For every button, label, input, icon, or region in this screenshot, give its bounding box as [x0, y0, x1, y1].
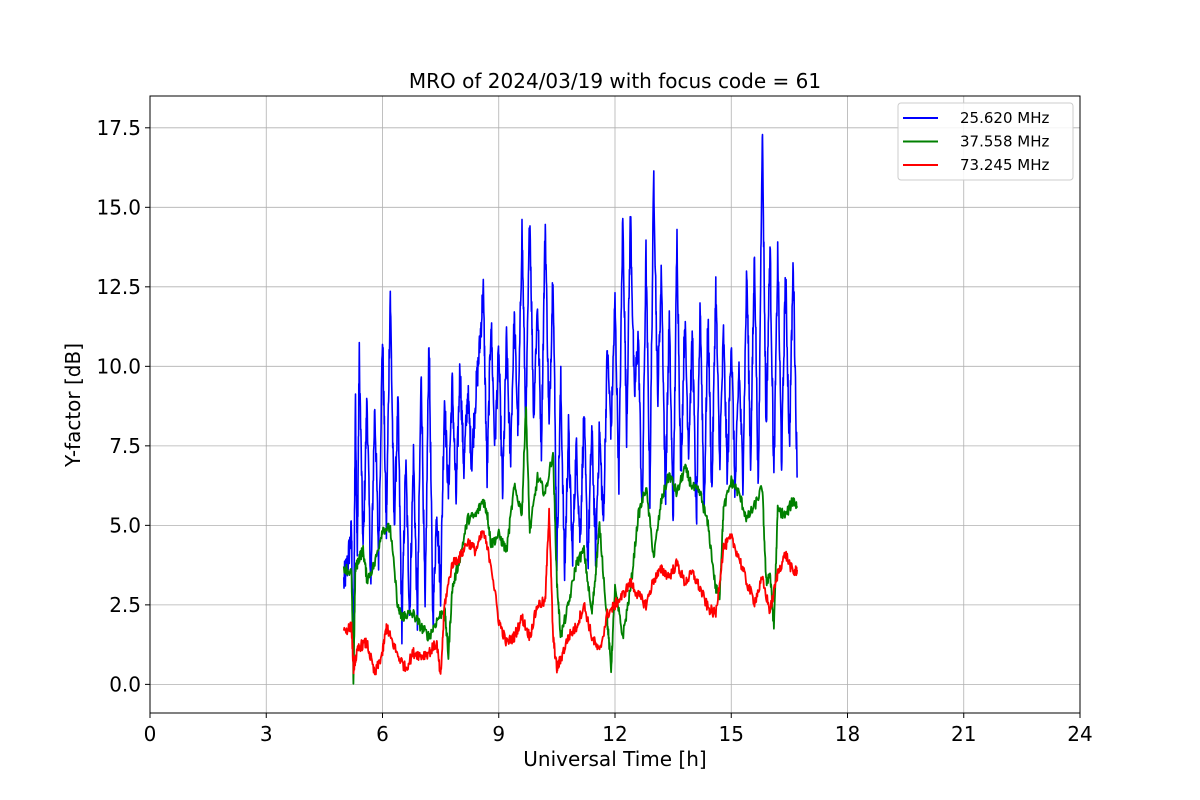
x-tick-label: 15 — [719, 722, 744, 746]
y-tick-label: 2.5 — [109, 593, 141, 617]
x-tick-label: 12 — [602, 722, 627, 746]
y-tick-label: 15.0 — [96, 195, 141, 219]
x-tick-label: 18 — [835, 722, 860, 746]
series-line-0 — [343, 133, 798, 665]
legend-label-0: 25.620 MHz — [960, 109, 1049, 127]
legend: 25.620 MHz 37.558 MHz 73.245 MHz — [897, 102, 1074, 181]
y-tick-label: 10.0 — [96, 354, 141, 378]
ticks: 0 3 6 9 12 15 18 21 24 0.0 2.5 5.0 7.5 10.0 12.5 15.0 17… — [96, 116, 1092, 746]
x-axis-label: Universal Time [h] — [523, 747, 706, 771]
x-tick-label: 6 — [376, 722, 389, 746]
x-tick-label: 0 — [144, 722, 157, 746]
y-tick-label: 12.5 — [96, 275, 141, 299]
y-tick-label: 17.5 — [96, 116, 141, 140]
x-tick-label: 24 — [1067, 722, 1092, 746]
legend-label-1: 37.558 MHz — [960, 133, 1049, 151]
chart-title: MRO of 2024/03/19 with focus code = 61 — [409, 69, 821, 93]
legend-label-2: 73.245 MHz — [960, 156, 1049, 174]
x-tick-label: 9 — [492, 722, 505, 746]
x-tick-label: 21 — [951, 722, 976, 746]
series-line-2 — [342, 507, 798, 676]
y-axis-label: Y-factor [dB] — [61, 343, 85, 468]
series-layer — [342, 133, 798, 685]
y-tick-label: 0.0 — [109, 672, 141, 696]
y-tick-label: 7.5 — [109, 434, 141, 458]
legend-box — [897, 102, 1074, 181]
x-tick-label: 3 — [260, 722, 273, 746]
y-tick-label: 5.0 — [109, 513, 141, 537]
series-line-1 — [342, 406, 798, 685]
